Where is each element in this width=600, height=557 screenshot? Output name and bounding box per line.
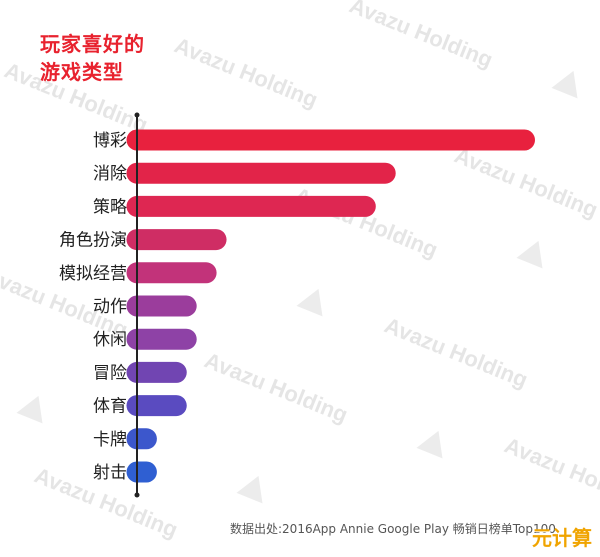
bar xyxy=(126,129,535,151)
bar xyxy=(126,295,197,317)
category-label: 博彩 xyxy=(93,131,127,151)
bar xyxy=(126,461,157,483)
category-label: 模拟经营 xyxy=(59,264,127,284)
bar xyxy=(126,162,396,184)
category-label: 策略 xyxy=(93,197,127,217)
category-label: 卡牌 xyxy=(93,430,127,450)
category-label: 角色扮演 xyxy=(59,231,127,251)
category-label: 消除 xyxy=(93,164,127,184)
bar xyxy=(126,262,217,284)
source-note: 数据出处:2016App Annie Google Play 畅销日榜单Top1… xyxy=(230,522,556,536)
bar xyxy=(126,328,197,350)
chart-title: 玩家喜好的 游戏类型 xyxy=(40,30,145,86)
category-label: 射击 xyxy=(93,463,127,483)
bar xyxy=(126,428,157,450)
category-label: 动作 xyxy=(93,297,127,317)
chart-title-line: 游戏类型 xyxy=(40,60,124,84)
corner-logo: 元计算 xyxy=(532,526,592,550)
category-label: 休闲 xyxy=(93,330,127,350)
bar xyxy=(126,229,227,251)
category-label: 冒险 xyxy=(93,363,127,383)
chart-title-line: 玩家喜好的 xyxy=(40,32,145,56)
category-label: 体育 xyxy=(93,397,127,417)
bar xyxy=(126,395,187,417)
bar xyxy=(126,361,187,383)
bar xyxy=(126,195,376,217)
